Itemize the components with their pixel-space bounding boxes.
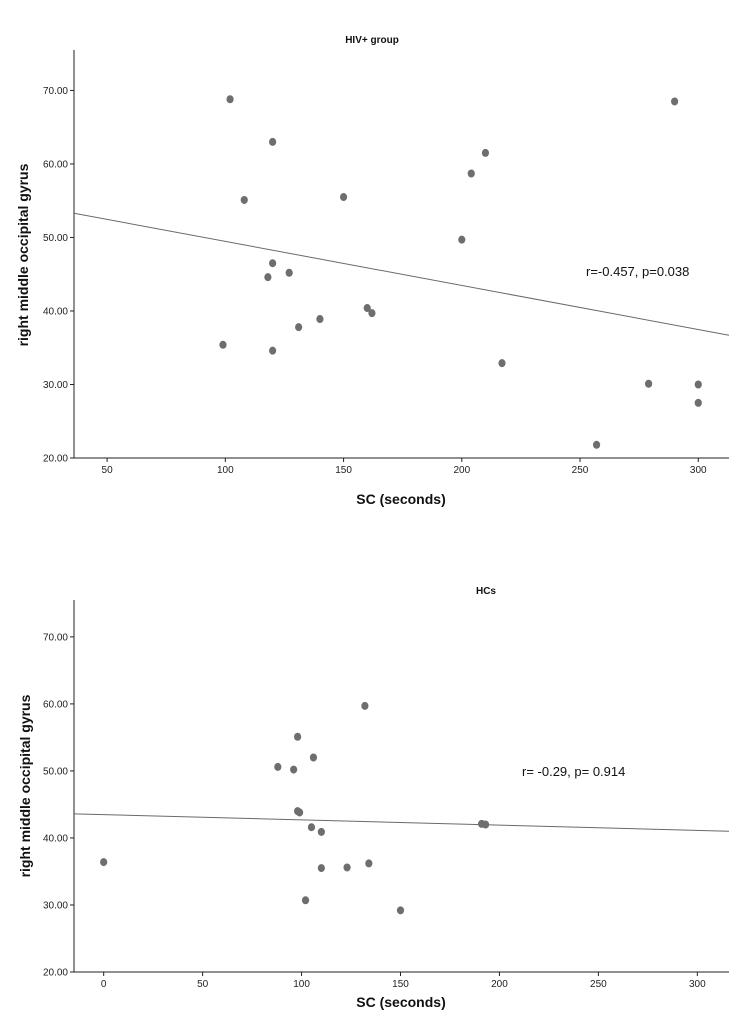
scatter-chart-hcs: HCs 20.00 30.00 40.00 50.00 60.00 70.00 0 50 100… bbox=[17, 586, 730, 1010]
data-point bbox=[694, 398, 702, 407]
x-tick-label: 150 bbox=[392, 979, 409, 990]
data-point bbox=[363, 304, 371, 313]
scatter-chart-hiv-group: HIV+ group 20.00 30.00 40.00 50.00 60.00 70.0… bbox=[15, 35, 730, 507]
y-axis-label: right middle occipital gyrus bbox=[17, 694, 33, 877]
x-tick-label: 0 bbox=[101, 979, 107, 990]
plot-area: 20.00 30.00 40.00 50.00 60.00 70.00 0 50 100 150 2… bbox=[43, 600, 730, 990]
correlation-annotation: r= -0.29, p= 0.914 bbox=[522, 764, 625, 779]
y-tick-label: 20.00 bbox=[43, 968, 68, 979]
data-point bbox=[269, 346, 277, 355]
data-point bbox=[290, 765, 298, 774]
x-axis-label: SC (seconds) bbox=[356, 491, 445, 507]
data-point bbox=[694, 380, 702, 389]
data-point bbox=[264, 273, 272, 282]
x-tick-label: 50 bbox=[102, 465, 114, 476]
data-point bbox=[343, 863, 351, 872]
y-tick-label: 30.00 bbox=[43, 380, 68, 391]
data-point bbox=[226, 95, 234, 104]
y-tick-label: 40.00 bbox=[43, 833, 68, 844]
data-point bbox=[100, 858, 108, 867]
x-tick-label: 150 bbox=[335, 465, 352, 476]
regression-line bbox=[73, 212, 730, 336]
x-tick-label: 100 bbox=[217, 465, 234, 476]
data-point bbox=[269, 259, 277, 268]
data-point bbox=[274, 762, 282, 771]
data-point bbox=[458, 235, 466, 244]
y-tick-label: 50.00 bbox=[43, 233, 68, 244]
data-point bbox=[339, 193, 348, 202]
plot-area: 20.00 30.00 40.00 50.00 60.00 70.00 50 100 150 20… bbox=[43, 50, 730, 476]
y-tick-label: 70.00 bbox=[43, 632, 68, 643]
chart-title: HCs bbox=[476, 586, 496, 597]
x-tick-label: 250 bbox=[590, 979, 607, 990]
data-point bbox=[361, 701, 369, 710]
x-axis-label: SC (seconds) bbox=[356, 994, 445, 1010]
x-tick-label: 100 bbox=[293, 979, 310, 990]
data-point bbox=[317, 827, 325, 836]
y-tick-label: 20.00 bbox=[43, 454, 68, 465]
data-point bbox=[467, 169, 475, 178]
data-point bbox=[295, 808, 304, 817]
y-axis-label: right middle occipital gyrus bbox=[15, 163, 31, 346]
x-tick-label: 300 bbox=[689, 979, 706, 990]
data-point bbox=[498, 359, 506, 368]
chart-title: HIV+ group bbox=[345, 35, 399, 46]
x-tick-label: 200 bbox=[453, 465, 470, 476]
data-point bbox=[240, 195, 248, 204]
regression-line bbox=[73, 813, 730, 832]
data-point bbox=[309, 753, 318, 762]
y-tick-label: 70.00 bbox=[43, 86, 68, 97]
data-point bbox=[317, 864, 325, 873]
y-tick-label: 60.00 bbox=[43, 699, 68, 710]
y-tick-label: 40.00 bbox=[43, 306, 68, 317]
correlation-annotation: r=-0.457, p=0.038 bbox=[586, 264, 689, 279]
x-tick-label: 50 bbox=[197, 979, 209, 990]
x-tick-label: 250 bbox=[572, 465, 589, 476]
data-point bbox=[316, 315, 324, 324]
data-point bbox=[365, 859, 373, 868]
x-tick-label: 200 bbox=[491, 979, 508, 990]
data-point bbox=[285, 268, 293, 277]
x-tick-label: 300 bbox=[690, 465, 707, 476]
data-point bbox=[482, 820, 490, 829]
data-point bbox=[368, 309, 376, 318]
data-point bbox=[307, 823, 316, 832]
data-point bbox=[671, 97, 679, 106]
data-point bbox=[592, 440, 601, 449]
data-point bbox=[219, 340, 227, 349]
y-tick-label: 60.00 bbox=[43, 159, 68, 170]
data-point bbox=[295, 323, 303, 332]
data-point bbox=[645, 379, 653, 388]
data-point bbox=[294, 732, 302, 741]
data-point bbox=[481, 148, 490, 157]
y-tick-label: 30.00 bbox=[43, 900, 68, 911]
data-point bbox=[396, 906, 405, 915]
data-point bbox=[301, 896, 310, 905]
data-point bbox=[269, 137, 277, 146]
y-tick-label: 50.00 bbox=[43, 766, 68, 777]
